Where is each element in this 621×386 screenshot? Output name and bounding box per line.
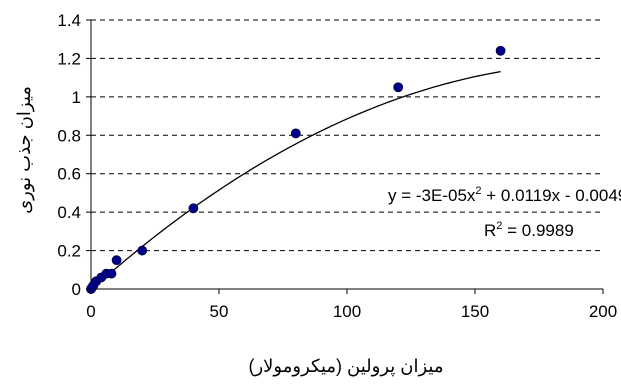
y-tick-label: 0.6 — [57, 165, 81, 184]
ticks: 0 0.2 0.4 0.6 0.8 1 1.2 1.4 0 50 100 150 200 — [57, 11, 617, 321]
trendline-equation: y = -3E-05x2 + 0.0119x - 0.0049 — [388, 185, 621, 205]
y-tick-label: 1.2 — [57, 49, 81, 68]
x-tick-label: 150 — [461, 302, 489, 321]
trendline-r-squared: R2 = 0.9989 — [484, 220, 574, 240]
data-point — [137, 245, 148, 256]
trendline — [90, 71, 501, 290]
x-tick-label: 0 — [86, 302, 95, 321]
y-tick-label: 1 — [72, 88, 81, 107]
data-point — [106, 268, 117, 279]
data-point — [111, 255, 122, 266]
data-point — [495, 45, 506, 56]
x-axis-title: میزان پرولین (میکرومولار) — [248, 356, 443, 377]
y-tick-label: 0.4 — [57, 203, 81, 222]
y-tick-label: 0.2 — [57, 242, 81, 261]
x-tick-label: 200 — [589, 302, 617, 321]
y-axis-title: میزان جذب نوری — [14, 86, 35, 214]
grid — [91, 19, 603, 252]
data-point — [393, 82, 404, 93]
y-tick-label: 0 — [72, 280, 81, 299]
trendline-curve — [90, 71, 501, 290]
data-point — [188, 203, 199, 214]
y-tick-label: 1.4 — [57, 11, 81, 30]
data-points — [86, 45, 506, 294]
axes — [90, 20, 603, 290]
data-point — [290, 128, 301, 139]
y-tick-label: 0.8 — [57, 126, 81, 145]
x-tick-label: 50 — [210, 302, 229, 321]
x-tick-label: 100 — [333, 302, 361, 321]
